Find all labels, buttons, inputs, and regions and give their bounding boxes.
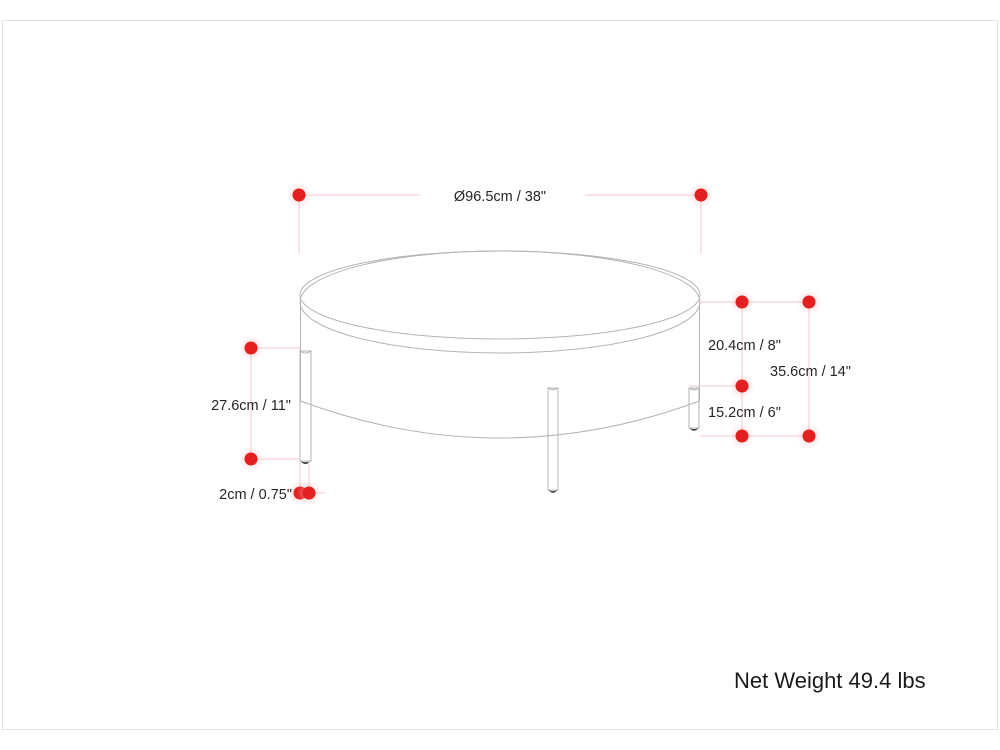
svg-text:Ø96.5cm / 38": Ø96.5cm / 38" [454, 189, 546, 205]
svg-text:2cm / 0.75": 2cm / 0.75" [219, 487, 292, 503]
svg-text:20.4cm / 8": 20.4cm / 8" [708, 338, 781, 354]
svg-text:35.6cm / 14": 35.6cm / 14" [770, 364, 851, 380]
svg-text:27.6cm / 11": 27.6cm / 11" [211, 398, 291, 414]
svg-text:15.2cm / 6": 15.2cm / 6" [708, 405, 781, 421]
